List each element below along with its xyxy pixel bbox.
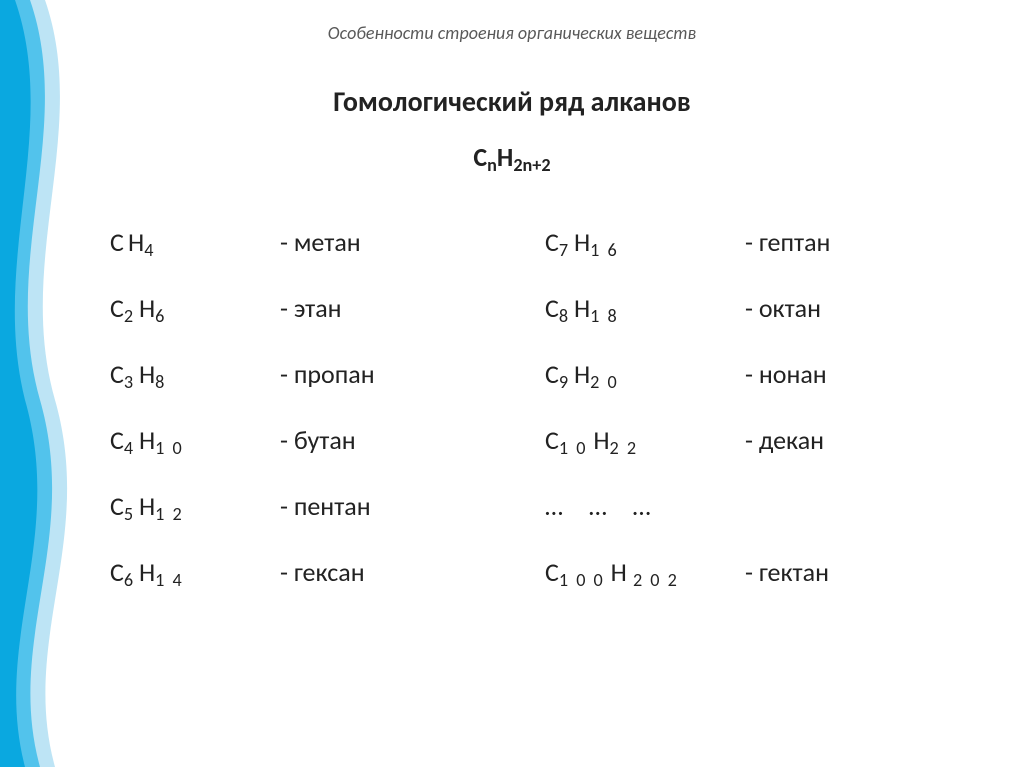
right-column: C7 H1 6 - гептан C8 H1 8 - октан C9 H2 0…: [545, 226, 980, 622]
general-formula: CnH2n+2: [0, 141, 1024, 173]
formula-columns: C H4 - метан C2 H6 - этан C3 H8 - пропан…: [110, 226, 980, 622]
formula-row: C2 H6 - этан: [110, 292, 545, 358]
formula-row: C6 H1 4 - гексан: [110, 556, 545, 622]
ellipsis-row: … … …: [545, 490, 661, 522]
slide-header: Особенности строения органических вещест…: [0, 0, 1024, 44]
formula-row: C8 H1 8 - октан: [545, 292, 980, 358]
formula-row: C3 H8 - пропан: [110, 358, 545, 424]
formula-row: C1 0 H2 2 - декан: [545, 424, 980, 490]
formula-row: C9 H2 0 - нонан: [545, 358, 980, 424]
formula-row: C H4 - метан: [110, 226, 545, 292]
left-column: C H4 - метан C2 H6 - этан C3 H8 - пропан…: [110, 226, 545, 622]
formula-row: C7 H1 6 - гептан: [545, 226, 980, 292]
formula-row: C4 H1 0 - бутан: [110, 424, 545, 490]
slide-title: Гомологический ряд алканов: [0, 84, 1024, 119]
formula-row: … … …: [545, 490, 980, 556]
formula-row: C1 0 0 H 2 0 2 - гектан: [545, 556, 980, 622]
formula-row: C5 H1 2 - пентан: [110, 490, 545, 556]
